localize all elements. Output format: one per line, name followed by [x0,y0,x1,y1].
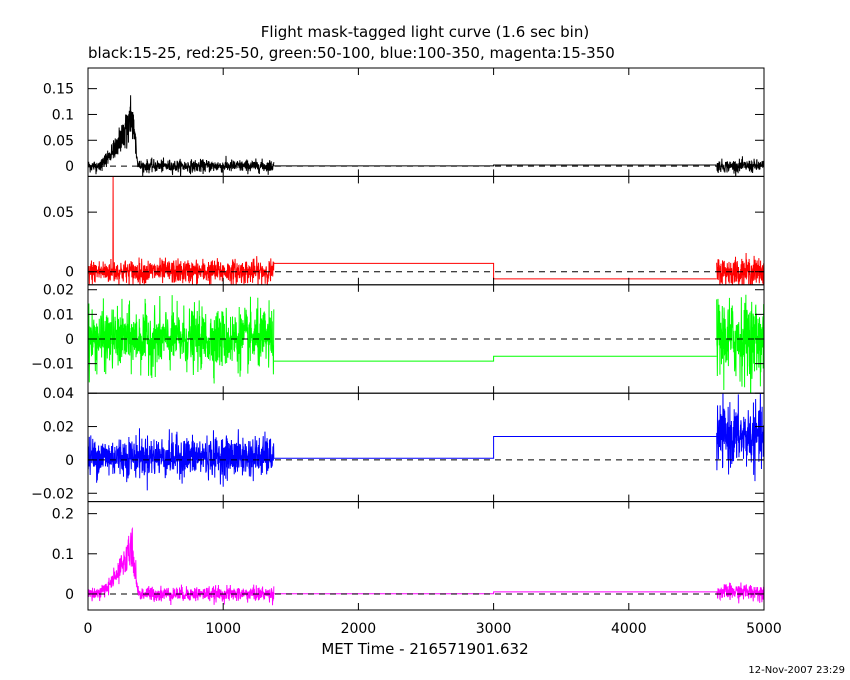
series-flat-magenta [273,591,717,595]
y-tick-label: 0 [65,332,74,348]
x-tick-label: 1000 [205,621,241,637]
series-segment-black [88,95,275,177]
series-flat-black [273,164,717,167]
panel-magenta: 0 0.1 0.2 [52,501,765,611]
y-tick-label: 0 [65,453,74,469]
y-tick-label: 0.15 [43,82,74,98]
y-tick-label: −0.01 [31,357,74,373]
y-tick-label: −0.02 [31,486,74,502]
series-segment-blue [716,393,764,482]
y-tick-label: 0 [65,159,74,175]
panel-data-red [88,176,764,285]
series-segment-blue [88,428,275,491]
panel-red: 00.05 [43,175,765,286]
series-segment-red [88,176,275,285]
series-segment-black [716,156,764,177]
timestamp: 12-Nov-2007 23:29 [748,665,845,676]
series-segment-green [88,295,275,384]
chart-title: Flight mask-tagged light curve (1.6 sec … [261,23,589,41]
y-tick-label: 0.04 [43,386,74,402]
panel-data-blue [88,393,764,491]
x-axis-label: MET Time - 216571901.632 [321,640,528,658]
y-tick-label: 0.1 [52,107,74,123]
x-tick-label: 4000 [611,621,647,637]
y-tick-label: 0.02 [43,283,74,299]
y-tick-label: 0 [65,265,74,281]
series-flat-green [273,355,717,362]
panel-frame [87,501,765,611]
y-tick-label: 0.01 [43,307,74,323]
x-axis: 0 1000 2000 3000 4000 5000 [84,621,782,637]
y-tick-label: 0.1 [52,547,74,563]
series-segment-magenta [88,526,275,606]
panel-data-magenta [88,526,764,606]
panel-data-green [88,294,764,394]
series-segment-red [716,253,764,285]
series-flat-red [273,262,717,280]
y-tick-label: 0.02 [43,420,74,436]
panels-group: 00.050.10.1500.05−0.0100.010.02−0.0200.0… [31,67,765,611]
y-tick-label: 0.05 [43,205,74,221]
y-tick-label: 0 [65,587,74,603]
chart-subtitle: black:15-25, red:25-50, green:50-100, bl… [88,44,615,62]
x-tick-label: 3000 [476,621,512,637]
series-flat-blue [273,436,717,459]
panel-green: −0.01 0 0.01 0.02 [31,283,765,394]
series-segment-green [716,294,764,394]
panel-blue: −0.02 0 0.02 0.04 [31,386,765,502]
panel-frame [87,67,765,177]
x-tick-label: 0 [84,621,93,637]
x-tick-label: 5000 [746,621,782,637]
y-tick-label: 0.05 [43,133,74,149]
panel-black: 0 0.05 0.1 0.15 [43,67,765,177]
series-segment-magenta [716,582,764,604]
x-tick-label: 2000 [341,621,377,637]
y-tick-label: 0.2 [52,507,74,523]
